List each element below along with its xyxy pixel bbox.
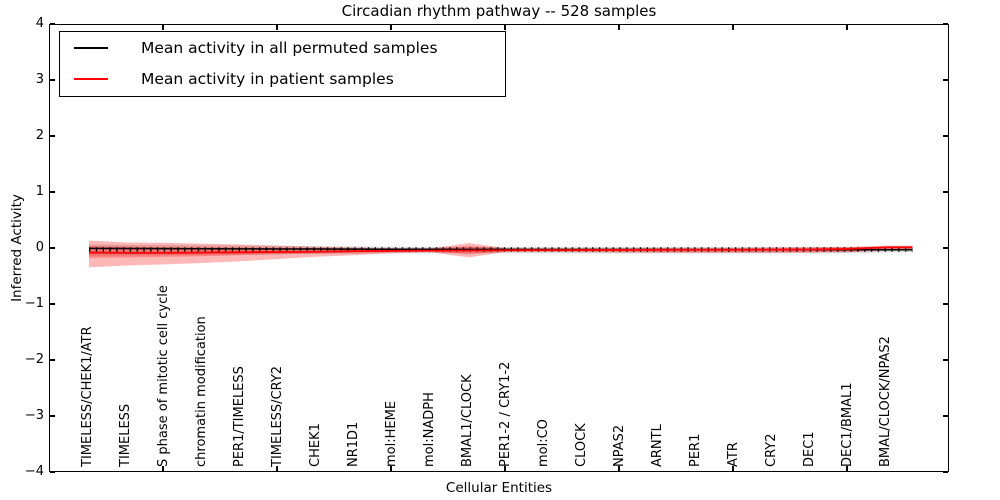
y-tick-label: 4 [35,16,44,31]
y-tick-mark-left [50,247,55,249]
patient-band-outer [89,240,913,268]
category-label: DEC1/BMAL1 [840,382,855,468]
category-label: DEC1 [802,431,817,467]
category-label: CHEK1 [308,423,323,467]
y-tick-mark-right [943,359,948,361]
x-tick-mark-bottom [846,466,848,471]
category-label: TIMELESS/CHEK1/ATR [80,326,95,467]
category-label: CRY2 [764,433,779,468]
x-tick-mark-bottom [732,466,734,471]
y-tick-mark-right [943,471,948,473]
category-label: ARNTL [650,424,665,467]
legend-line-sample-black [74,46,108,49]
y-tick-label: −2 [24,352,44,367]
category-label: TIMELESS [118,403,133,467]
y-tick-mark-left [50,471,55,473]
y-tick-mark-left [50,303,55,305]
chart-title: Circadian rhythm pathway -- 528 samples [341,2,657,20]
x-tick-mark-bottom [276,466,278,471]
x-tick-mark-top [618,25,620,30]
y-tick-label: 2 [35,128,44,143]
y-tick-label: 1 [35,184,44,199]
x-tick-mark-bottom [618,466,620,471]
legend-label: Mean activity in all permuted samples [141,38,438,57]
y-tick-mark-right [943,247,948,249]
y-tick-mark-right [943,303,948,305]
y-tick-label: −3 [24,408,44,423]
y-tick-mark-left [50,359,55,361]
category-label: CLOCK [574,423,589,467]
category-label: ATR [726,442,741,467]
category-label: NPAS2 [612,424,627,467]
patient-mean-line [88,246,913,254]
y-tick-label: −1 [24,296,44,311]
x-tick-mark-bottom [162,466,164,471]
y-tick-mark-right [943,191,948,193]
y-tick-mark-right [943,79,948,81]
x-tick-mark-top [732,25,734,30]
x-tick-mark-bottom [390,466,392,471]
category-label: TIMELESS/CRY2 [270,365,285,467]
category-label: BMAL1/CLOCK [460,374,475,467]
y-tick-mark-right [943,415,948,417]
y-tick-mark-left [50,79,55,81]
x-tick-mark-top [162,25,164,30]
category-label: NR1D1 [346,421,361,467]
legend-line-sample-red [74,77,108,80]
category-label: chromatin modification [194,316,209,467]
category-label: PER1-2 / CRY1-2 [498,361,513,467]
legend-box: Mean activity in all permuted samples Me… [59,31,506,97]
x-tick-mark-top [276,25,278,30]
x-tick-mark-top [504,25,506,30]
y-tick-mark-left [50,135,55,137]
y-tick-mark-left [50,191,55,193]
y-tick-mark-left [50,415,55,417]
plot-area [49,23,949,473]
legend-row-patient: Mean activity in patient samples [60,63,505,94]
category-label: mol:HEME [384,400,399,467]
y-tick-mark-left [50,23,55,25]
x-tick-mark-top [390,25,392,30]
category-label: S phase of mitotic cell cycle [156,285,171,467]
y-tick-label: 0 [35,240,44,255]
y-tick-mark-right [943,23,948,25]
x-tick-mark-bottom [504,466,506,471]
x-axis-label: Cellular Entities [445,480,553,496]
legend-row-permuted: Mean activity in all permuted samples [60,32,505,63]
category-label: mol:CO [536,419,551,467]
y-tick-label: −4 [24,464,44,479]
y-tick-mark-right [943,135,948,137]
category-label: PER1/TIMELESS [232,366,247,467]
chart-canvas [88,240,913,268]
category-label: PER1 [688,433,703,467]
y-tick-label: 3 [35,72,44,87]
x-tick-mark-top [846,25,848,30]
category-label: mol:NADPH [422,392,437,467]
category-label: BMAL/CLOCK/NPAS2 [878,336,893,467]
legend-label: Mean activity in patient samples [141,69,394,88]
